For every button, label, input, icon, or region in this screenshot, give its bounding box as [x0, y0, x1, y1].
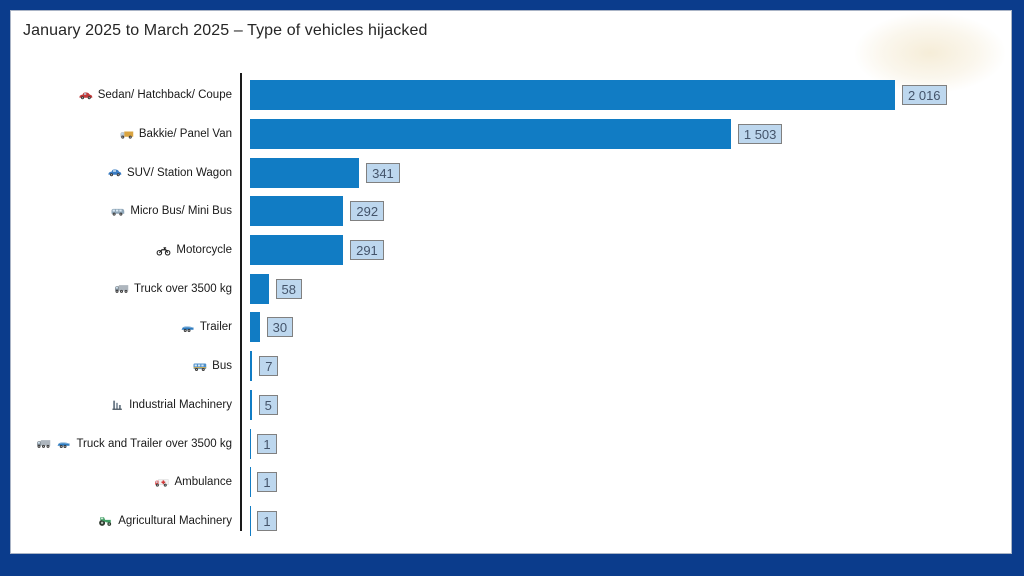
bar-zone: 1 — [250, 424, 277, 463]
industrial-machinery-icon — [111, 399, 124, 411]
value-label: 341 — [366, 162, 400, 183]
bar — [250, 235, 344, 266]
category-label: Sedan/ Hatchback/ Coupe — [97, 89, 232, 102]
category-label-cell: Truck over 3500 kg — [11, 283, 240, 295]
bar-row: Trailer 30 — [11, 308, 1013, 347]
value-label: 7 — [259, 356, 279, 377]
category-label-cell: Truck and Trailer over 3500 kg — [11, 438, 240, 450]
bar-zone: 291 — [250, 231, 384, 270]
value-label: 292 — [350, 201, 385, 222]
bar — [250, 312, 260, 343]
value-label: 5 — [258, 394, 278, 415]
bus-icon — [192, 361, 207, 372]
value-label: 1 — [257, 510, 277, 531]
bar-zone: 1 — [250, 463, 277, 502]
bar-row: Sedan/ Hatchback/ Coupe 2 016 — [11, 76, 1013, 115]
value-label: 30 — [266, 317, 294, 338]
bar-zone: 5 — [250, 386, 278, 425]
bar-row: Truck and Trailer over 3500 kg 1 — [11, 424, 1013, 463]
bar-row: Agricultural Machinery 1 — [11, 502, 1013, 541]
category-label-cell: Bakkie/ Panel Van — [11, 128, 240, 140]
category-label-cell: Trailer — [11, 321, 240, 333]
category-label: SUV/ Station Wagon — [126, 166, 232, 179]
category-label: Micro Bus/ Mini Bus — [130, 205, 232, 218]
bar-zone: 341 — [250, 153, 400, 192]
truck-icon — [36, 438, 51, 449]
bar-row: Micro Bus/ Mini Bus 292 — [11, 192, 1013, 231]
bar — [250, 119, 731, 150]
motorcycle-icon — [156, 245, 171, 256]
bar — [250, 351, 253, 382]
value-label: 2 016 — [902, 85, 947, 106]
category-label: Truck and Trailer over 3500 kg — [76, 437, 232, 450]
ambulance-icon — [154, 477, 169, 488]
bar-row: Bakkie/ Panel Van 1 503 — [11, 115, 1013, 154]
bar-zone: 1 — [250, 502, 277, 541]
panel-van-icon — [119, 129, 134, 140]
bar-row: Industrial Machinery 5 — [11, 386, 1013, 425]
bar-zone: 2 016 — [250, 76, 947, 115]
category-label-cell: Micro Bus/ Mini Bus — [11, 205, 240, 217]
category-label-cell: SUV/ Station Wagon — [11, 167, 240, 179]
bar-zone: 58 — [250, 269, 303, 308]
category-label-cell: Agricultural Machinery — [11, 515, 240, 527]
tractor-icon — [98, 515, 113, 527]
category-label: Bus — [212, 360, 232, 373]
bar-row: SUV/ Station Wagon 341 — [11, 153, 1013, 192]
trailer-icon — [56, 438, 71, 449]
y-axis-line — [240, 73, 242, 531]
bar — [250, 196, 344, 227]
value-label: 1 — [257, 433, 277, 454]
bar-zone: 292 — [250, 192, 385, 231]
bar-zone: 1 503 — [250, 115, 783, 154]
category-label: Motorcycle — [176, 244, 232, 257]
slide-panel: January 2025 to March 2025 – Type of veh… — [10, 10, 1012, 554]
category-label: Industrial Machinery — [129, 398, 232, 411]
bar-chart: Sedan/ Hatchback/ Coupe 2 016 Bakkie/ Pan… — [11, 73, 1013, 539]
bar-row: Truck over 3500 kg 58 — [11, 269, 1013, 308]
category-label: Truck over 3500 kg — [133, 282, 232, 295]
bar — [250, 80, 895, 111]
chart-title: January 2025 to March 2025 – Type of veh… — [23, 22, 428, 39]
value-label: 1 — [257, 472, 277, 493]
category-label-cell: Bus — [11, 360, 240, 372]
sedan-icon — [78, 90, 93, 101]
bar-row: Ambulance 1 — [11, 463, 1013, 502]
bar-zone: 30 — [250, 308, 294, 347]
truck-icon — [114, 283, 129, 294]
bar — [250, 157, 360, 188]
category-label: Agricultural Machinery — [118, 514, 232, 527]
category-label-cell: Industrial Machinery — [11, 399, 240, 411]
category-label: Trailer — [199, 321, 232, 334]
suv-icon — [107, 167, 122, 178]
bar — [250, 389, 252, 420]
minibus-icon — [110, 206, 125, 217]
bar-row: Bus 7 — [11, 347, 1013, 386]
bar-row: Motorcycle 291 — [11, 231, 1013, 270]
value-label: 291 — [350, 240, 384, 261]
category-label: Bakkie/ Panel Van — [138, 128, 232, 141]
category-label-cell: Sedan/ Hatchback/ Coupe — [11, 89, 240, 101]
value-label: 58 — [275, 278, 303, 299]
category-label-cell: Ambulance — [11, 476, 240, 488]
bar-rows: Sedan/ Hatchback/ Coupe 2 016 Bakkie/ Pan… — [11, 76, 1013, 540]
category-label-cell: Motorcycle — [11, 244, 240, 256]
category-label: Ambulance — [174, 476, 232, 489]
bar — [250, 273, 269, 304]
value-label: 1 503 — [737, 124, 783, 145]
bar-zone: 7 — [250, 347, 279, 386]
trailer-icon — [180, 322, 195, 333]
